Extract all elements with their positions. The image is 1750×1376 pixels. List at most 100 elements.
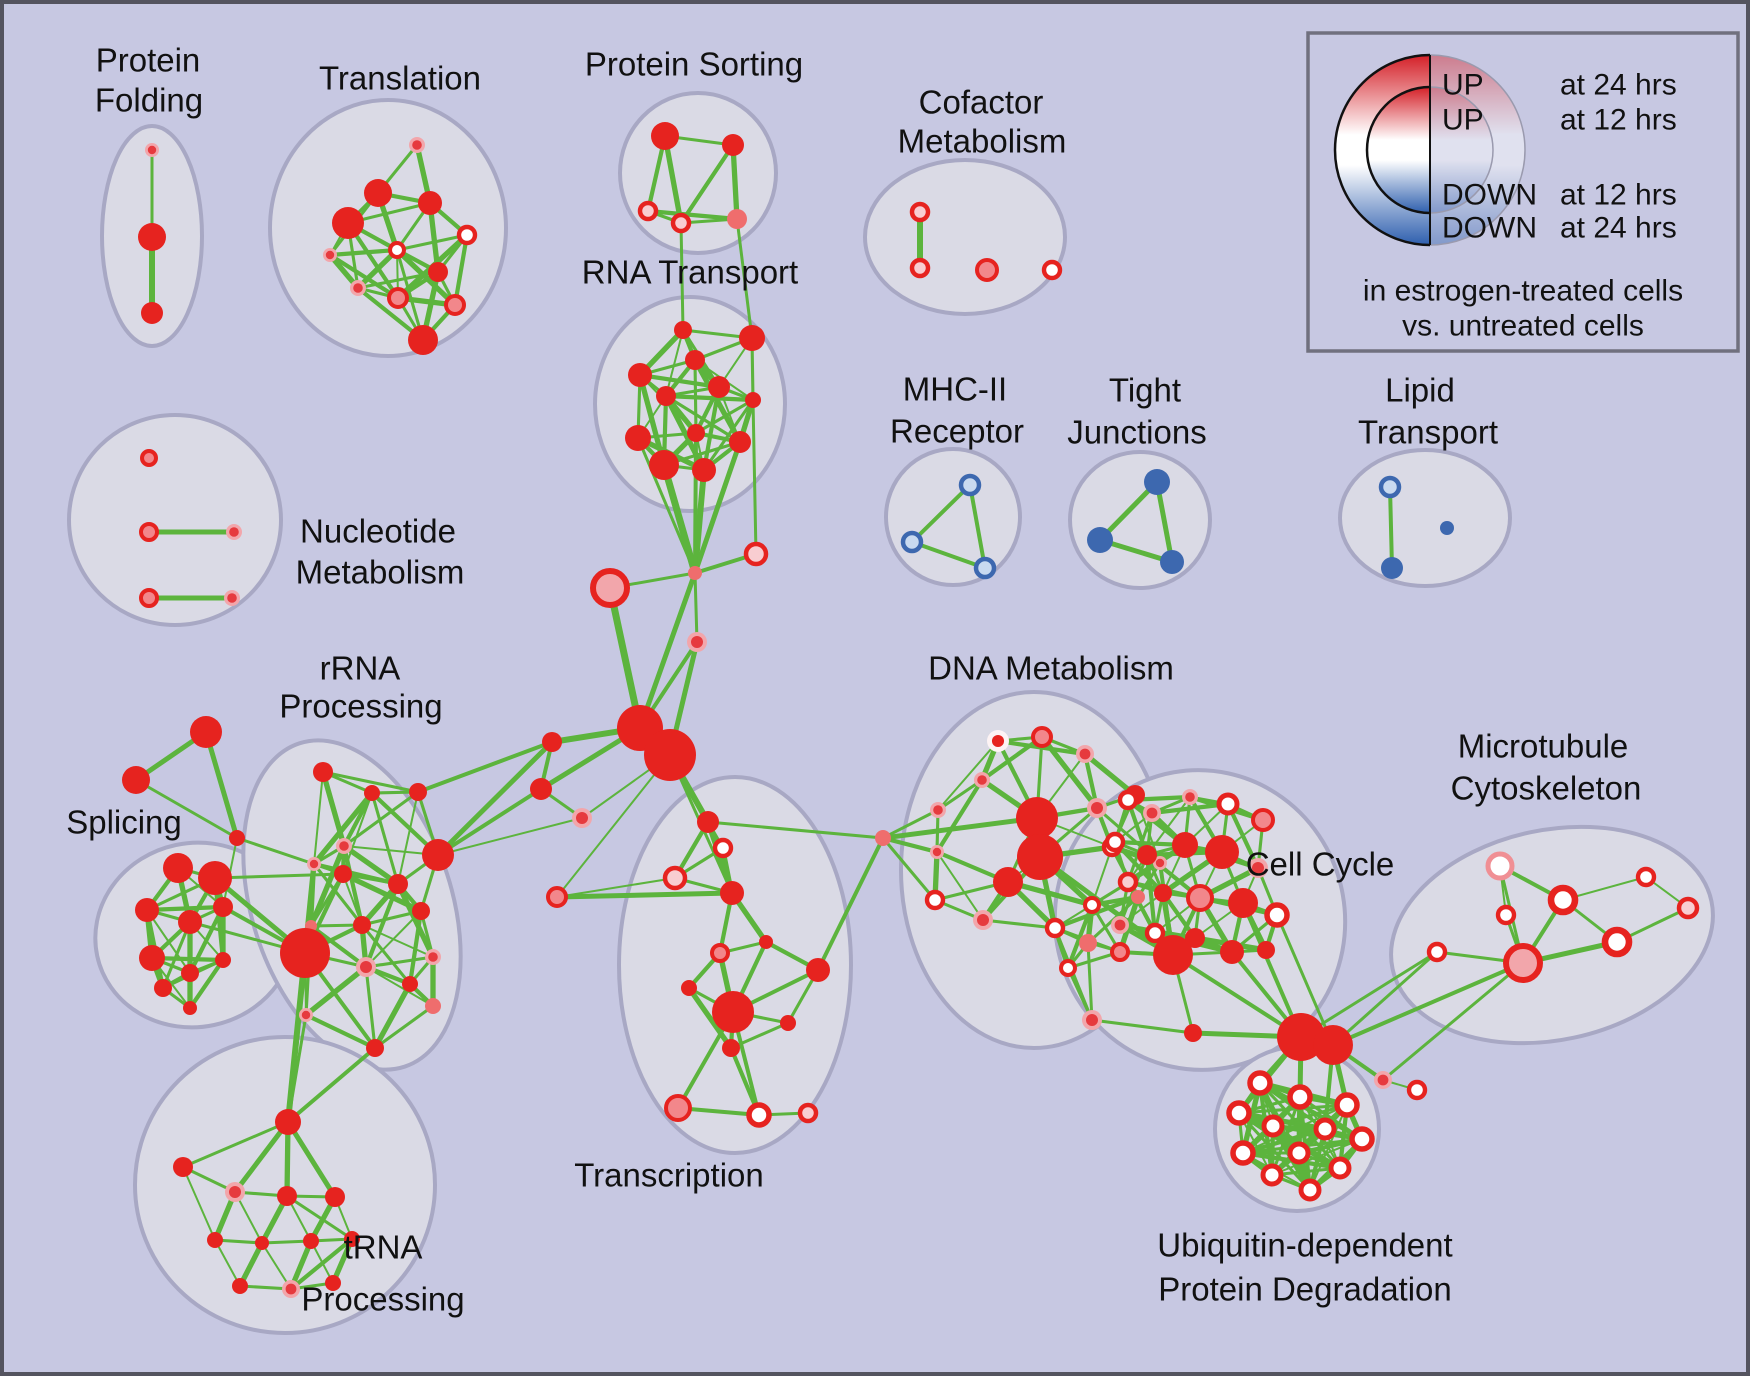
node-s5[interactable] <box>727 209 747 229</box>
node-d1[interactable] <box>987 730 1009 752</box>
node-d6[interactable] <box>930 845 944 859</box>
node-d22[interactable] <box>1082 1010 1102 1030</box>
node-tx8[interactable] <box>681 980 697 996</box>
node-tx9[interactable] <box>712 991 754 1033</box>
node-k5[interactable] <box>1251 808 1275 832</box>
node-d13[interactable] <box>924 889 946 911</box>
node-r5[interactable] <box>656 386 676 406</box>
node-j2[interactable] <box>1087 527 1113 553</box>
node-q2[interactable] <box>364 785 380 801</box>
node-d12[interactable] <box>993 867 1023 897</box>
node-n2[interactable] <box>173 1157 193 1177</box>
node-r10[interactable] <box>729 431 751 453</box>
node-d19[interactable] <box>1083 896 1101 914</box>
node-n8[interactable] <box>303 1233 319 1249</box>
node-tx12[interactable] <box>664 1094 692 1122</box>
node-d4[interactable] <box>974 772 990 788</box>
node-k15[interactable] <box>1264 902 1290 928</box>
node-n4[interactable] <box>277 1186 297 1206</box>
node-q6[interactable] <box>334 865 352 883</box>
node-d3[interactable] <box>1076 745 1094 763</box>
node-k8[interactable] <box>1172 832 1198 858</box>
node-nm4[interactable] <box>139 588 159 608</box>
node-r4[interactable] <box>628 363 652 387</box>
node-u8[interactable] <box>1676 896 1700 920</box>
node-pf3[interactable] <box>141 302 163 324</box>
node-r6[interactable] <box>708 376 730 398</box>
node-d16[interactable] <box>1079 934 1097 952</box>
node-r2[interactable] <box>739 325 765 351</box>
node-u3[interactable] <box>1495 904 1517 926</box>
node-k2[interactable] <box>1143 804 1161 822</box>
node-q15[interactable] <box>402 976 418 992</box>
node-k25[interactable] <box>1313 1025 1353 1065</box>
node-u5[interactable] <box>1503 943 1543 983</box>
node-r1[interactable] <box>674 321 692 339</box>
node-k20[interactable] <box>1220 940 1244 964</box>
node-q14[interactable] <box>425 949 441 965</box>
node-u2[interactable] <box>1547 884 1579 916</box>
node-n9[interactable] <box>344 1231 360 1247</box>
node-m1[interactable] <box>958 473 982 497</box>
node-k3[interactable] <box>1182 789 1198 805</box>
node-q3[interactable] <box>409 783 427 801</box>
node-w7[interactable] <box>1349 1126 1375 1152</box>
node-m3[interactable] <box>973 556 997 580</box>
node-tx13[interactable] <box>746 1102 772 1128</box>
node-t10[interactable] <box>408 325 438 355</box>
node-d20[interactable] <box>1110 942 1130 962</box>
node-w10[interactable] <box>1328 1156 1352 1180</box>
node-t7[interactable] <box>428 262 448 282</box>
node-c3[interactable] <box>975 258 999 282</box>
node-k24[interactable] <box>1277 1013 1325 1061</box>
node-w9[interactable] <box>1287 1141 1311 1165</box>
node-c1[interactable] <box>909 201 931 223</box>
node-q17[interactable] <box>425 998 441 1014</box>
node-t3[interactable] <box>332 207 364 239</box>
node-q8[interactable] <box>422 839 454 871</box>
node-k19[interactable] <box>1153 935 1193 975</box>
node-t8[interactable] <box>350 280 366 296</box>
node-tx2[interactable] <box>712 837 734 859</box>
node-n6[interactable] <box>207 1232 223 1248</box>
node-u7[interactable] <box>1635 866 1657 888</box>
node-nm3[interactable] <box>226 524 242 540</box>
node-q7[interactable] <box>388 874 408 894</box>
node-c2[interactable] <box>909 257 931 279</box>
node-p3[interactable] <box>135 898 159 922</box>
node-d0[interactable] <box>875 830 891 846</box>
node-k16[interactable] <box>1111 916 1129 934</box>
node-k9[interactable] <box>1205 835 1239 869</box>
node-l3[interactable] <box>1440 521 1454 535</box>
node-t4[interactable] <box>418 191 442 215</box>
node-t11[interactable] <box>323 248 337 262</box>
node-k7[interactable] <box>1137 845 1157 865</box>
node-v1[interactable] <box>1374 1071 1392 1089</box>
node-r8[interactable] <box>687 424 705 442</box>
node-n12[interactable] <box>325 1275 341 1291</box>
node-nm1[interactable] <box>140 449 158 467</box>
node-l1[interactable] <box>1378 475 1402 499</box>
node-q12[interactable] <box>280 928 330 978</box>
node-u6[interactable] <box>1601 926 1633 958</box>
node-n7[interactable] <box>255 1236 269 1250</box>
node-n3[interactable] <box>225 1182 245 1202</box>
node-w6[interactable] <box>1313 1117 1337 1141</box>
node-t12[interactable] <box>444 294 466 316</box>
node-q9[interactable] <box>412 902 430 920</box>
node-g3[interactable] <box>229 830 245 846</box>
node-d9[interactable] <box>1087 798 1107 818</box>
node-p1[interactable] <box>163 853 193 883</box>
node-w3[interactable] <box>1226 1100 1252 1126</box>
node-p6[interactable] <box>139 945 165 971</box>
node-p7[interactable] <box>181 964 199 982</box>
node-b2[interactable] <box>743 541 769 567</box>
node-d7[interactable] <box>1016 797 1058 839</box>
node-r11[interactable] <box>649 450 679 480</box>
node-d17[interactable] <box>1131 890 1145 904</box>
node-k12[interactable] <box>1154 884 1172 902</box>
node-q16[interactable] <box>299 1008 313 1022</box>
node-b5[interactable] <box>530 778 552 800</box>
node-j3[interactable] <box>1160 550 1184 574</box>
node-pf1[interactable] <box>145 143 159 157</box>
